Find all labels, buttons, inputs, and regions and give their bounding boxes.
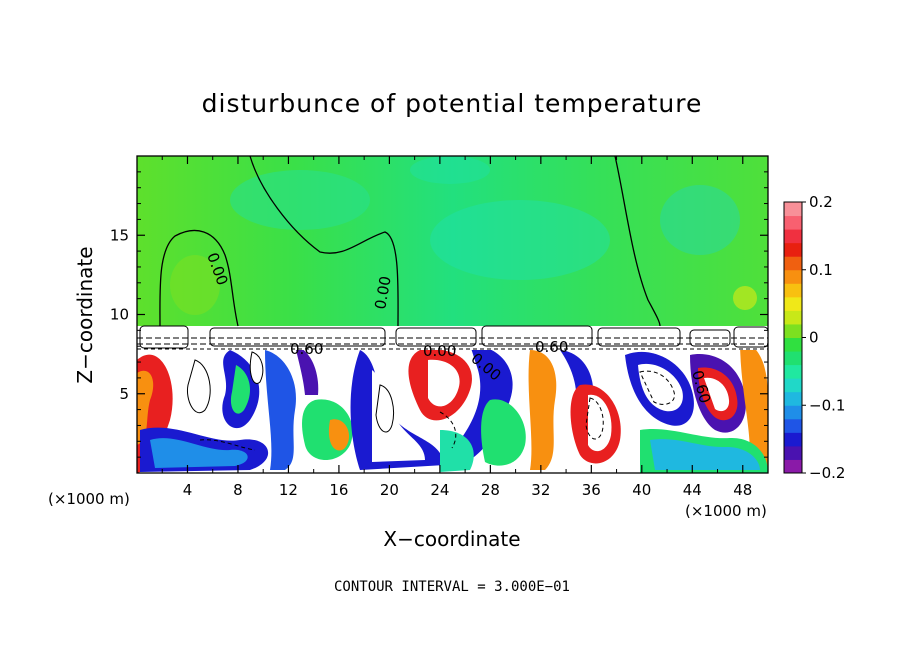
x-tick-label: 40 [632,481,651,499]
x-tick-label: 36 [582,481,601,499]
contour-label: 0.00 [423,342,456,360]
field-patch [660,185,740,255]
colorbar-segment [784,378,802,393]
colorbar-tick-label: −0.2 [809,464,845,482]
chart-title: disturbunce of potential temperature [202,89,703,118]
colorbar-segment [784,283,802,298]
field-patch [733,286,757,310]
x-tick-label: 16 [329,481,348,499]
colorbar-segment [784,405,802,420]
x-tick-label: 32 [531,481,550,499]
contour-label: 0.60 [290,340,323,358]
x-axis-label: X−coordinate [383,527,520,551]
colorbar-segment [784,229,802,244]
contour-label: 0.00 [371,275,395,311]
x-tick-label: 8 [233,481,243,499]
colorbar-segment [784,310,802,325]
field-patch [410,156,490,184]
colorbar-segment [784,418,802,433]
colorbar-segment [784,351,802,366]
field-patch [430,200,610,280]
colorbar-segment [784,364,802,379]
y-tick-label: 15 [110,226,129,244]
colorbar-tick-label: −0.1 [809,396,845,414]
colorbar [783,201,803,474]
colorbar-segment [784,432,802,447]
x-axis: 4 8 12 16 20 24 28 32 36 40 44 48 [161,156,752,499]
x-tick-label: 4 [183,481,193,499]
colorbar-tick-label: 0.2 [809,193,833,211]
colorbar-segment [784,459,802,474]
colorbar-segment [784,445,802,460]
inversion-band [137,325,768,350]
colorbar-segment [784,256,802,271]
contour-label: 0.60 [535,338,568,356]
contour-labels: 0.00 0.00 0.60 0.00 0.00 0.60 0.60 [203,250,714,405]
colorbar-segment [784,296,802,311]
x-tick-label: 20 [380,481,399,499]
y-axis: 5 10 15 [110,171,768,458]
contour-lines [159,156,661,327]
colorbar-segment [784,323,802,338]
x-tick-label: 24 [430,481,449,499]
colorbar-segment [784,337,802,352]
x-unit-right: (×1000 m) [685,502,767,520]
colorbar-segment [784,269,802,284]
colorbar-segment [784,202,802,217]
contour-interval-note: CONTOUR INTERVAL = 3.000E−01 [334,579,570,595]
x-unit-left: (×1000 m) [48,490,130,508]
y-tick-label: 10 [110,306,129,324]
colorbar-tick-label: 0.1 [809,261,833,279]
x-tick-label: 44 [683,481,702,499]
turbulent-blobs [137,340,768,473]
colorbar-segment [784,215,802,230]
colorbar-tick-label: 0 [809,329,819,347]
x-tick-label: 12 [279,481,298,499]
colorbar-ticks: 0.2 0.1 0 −0.1 −0.2 [802,193,845,482]
x-tick-label: 48 [733,481,752,499]
y-tick-label: 5 [119,385,129,403]
colorbar-segment [784,242,802,257]
field-patch [170,255,220,315]
plot-area [137,156,768,473]
colorbar-segment [784,391,802,406]
x-tick-label: 28 [481,481,500,499]
field-patch [230,170,370,230]
y-axis-label: Z−coordinate [73,246,97,383]
